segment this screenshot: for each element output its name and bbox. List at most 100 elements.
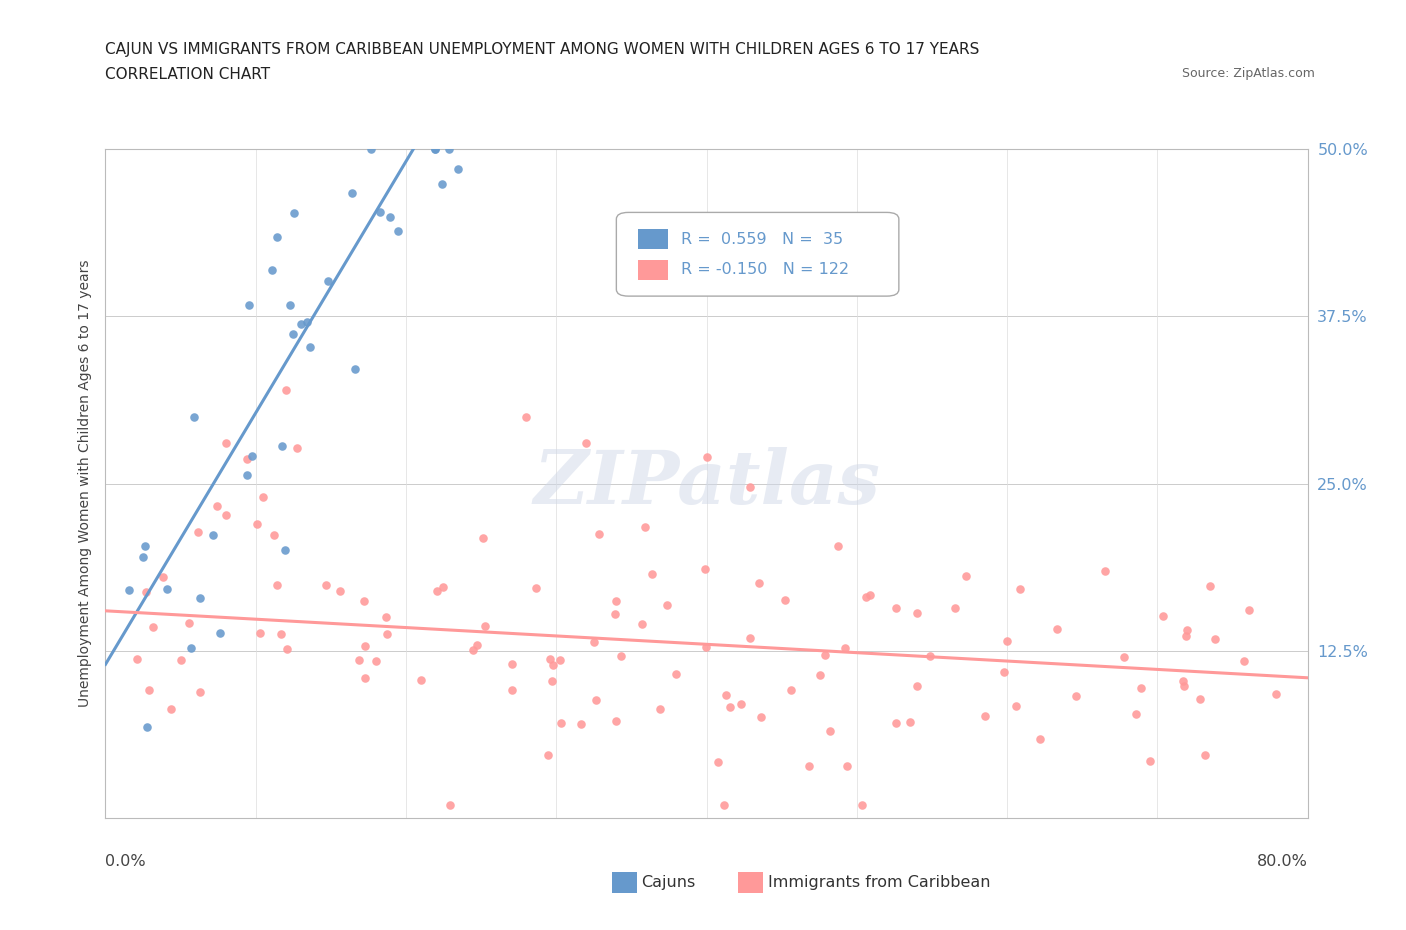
Point bbox=[159, 701, 181, 716]
Point bbox=[285, 440, 308, 455]
Point bbox=[537, 748, 560, 763]
FancyBboxPatch shape bbox=[616, 212, 898, 296]
Point bbox=[1194, 748, 1216, 763]
Point bbox=[575, 436, 598, 451]
Point bbox=[501, 657, 523, 671]
Point bbox=[995, 633, 1018, 648]
Text: CAJUN VS IMMIGRANTS FROM CARIBBEAN UNEMPLOYMENT AMONG WOMEN WITH CHILDREN AGES 6: CAJUN VS IMMIGRANTS FROM CARIBBEAN UNEMP… bbox=[105, 42, 980, 57]
Point bbox=[955, 568, 977, 583]
Point bbox=[898, 714, 921, 729]
Point bbox=[835, 759, 858, 774]
Point bbox=[884, 601, 907, 616]
Point bbox=[1046, 621, 1069, 636]
Point bbox=[368, 205, 391, 219]
Point bbox=[340, 185, 363, 200]
Point bbox=[1233, 654, 1256, 669]
Point bbox=[713, 798, 735, 813]
Point bbox=[588, 526, 610, 541]
Point bbox=[360, 141, 382, 156]
Point bbox=[1264, 686, 1286, 701]
Point bbox=[432, 177, 454, 192]
Point bbox=[716, 688, 738, 703]
Text: Source: ZipAtlas.com: Source: ZipAtlas.com bbox=[1181, 67, 1315, 80]
Point bbox=[426, 584, 449, 599]
Point bbox=[283, 326, 305, 341]
Point bbox=[215, 508, 238, 523]
Point bbox=[834, 641, 856, 656]
Point bbox=[354, 671, 377, 685]
Point bbox=[214, 436, 236, 451]
Point bbox=[276, 642, 298, 657]
Point bbox=[748, 576, 770, 591]
Point bbox=[315, 578, 337, 592]
Bar bbox=[638, 260, 668, 280]
Point bbox=[240, 448, 263, 463]
Point bbox=[290, 317, 312, 332]
Point bbox=[432, 579, 454, 594]
Point bbox=[188, 591, 211, 605]
Point bbox=[943, 601, 966, 616]
Point bbox=[263, 527, 285, 542]
Point bbox=[249, 626, 271, 641]
Point bbox=[993, 665, 1015, 680]
Point bbox=[118, 582, 141, 597]
Point bbox=[238, 298, 260, 312]
Point bbox=[905, 679, 928, 694]
Point bbox=[818, 724, 841, 738]
Point bbox=[1189, 692, 1212, 707]
Point bbox=[740, 631, 762, 645]
Point bbox=[650, 701, 672, 716]
Point bbox=[665, 667, 688, 682]
Point bbox=[696, 449, 718, 464]
Point bbox=[169, 653, 191, 668]
Point bbox=[132, 550, 155, 565]
Point bbox=[1114, 649, 1136, 664]
Point bbox=[266, 578, 288, 592]
Text: Immigrants from Caribbean: Immigrants from Caribbean bbox=[768, 875, 990, 890]
Point bbox=[190, 685, 212, 700]
Text: 80.0%: 80.0% bbox=[1257, 854, 1308, 869]
Point bbox=[409, 672, 432, 687]
Point bbox=[465, 637, 488, 652]
Point bbox=[749, 710, 772, 724]
Point bbox=[1029, 732, 1052, 747]
Point bbox=[461, 643, 484, 658]
Point bbox=[775, 593, 797, 608]
Point bbox=[387, 223, 409, 238]
Point bbox=[605, 714, 627, 729]
Point bbox=[695, 562, 717, 577]
Point bbox=[135, 719, 157, 734]
Point bbox=[270, 626, 292, 641]
Point bbox=[1204, 631, 1226, 646]
Point bbox=[423, 141, 446, 156]
Point bbox=[353, 593, 375, 608]
Point bbox=[183, 409, 205, 424]
Point bbox=[808, 667, 831, 682]
Point bbox=[655, 598, 678, 613]
Point bbox=[779, 683, 801, 698]
Point bbox=[1237, 602, 1260, 617]
Point bbox=[236, 467, 259, 482]
Point bbox=[730, 697, 752, 711]
Point bbox=[1066, 688, 1088, 703]
Point bbox=[1005, 698, 1028, 713]
Point bbox=[1174, 629, 1197, 644]
Point bbox=[526, 581, 548, 596]
Point bbox=[127, 652, 149, 667]
Point bbox=[1139, 753, 1161, 768]
Text: ZIPatlas: ZIPatlas bbox=[533, 447, 880, 520]
Point bbox=[236, 451, 259, 466]
Point bbox=[738, 479, 761, 494]
Point bbox=[1125, 707, 1147, 722]
Point bbox=[855, 590, 877, 604]
Point bbox=[631, 616, 654, 631]
Point bbox=[1173, 679, 1195, 694]
Point bbox=[605, 607, 627, 622]
Text: Cajuns: Cajuns bbox=[641, 875, 696, 890]
Point bbox=[134, 538, 156, 553]
Point bbox=[295, 315, 318, 330]
Point bbox=[585, 693, 607, 708]
Point bbox=[299, 340, 322, 355]
Point bbox=[375, 627, 398, 642]
Point bbox=[569, 716, 592, 731]
